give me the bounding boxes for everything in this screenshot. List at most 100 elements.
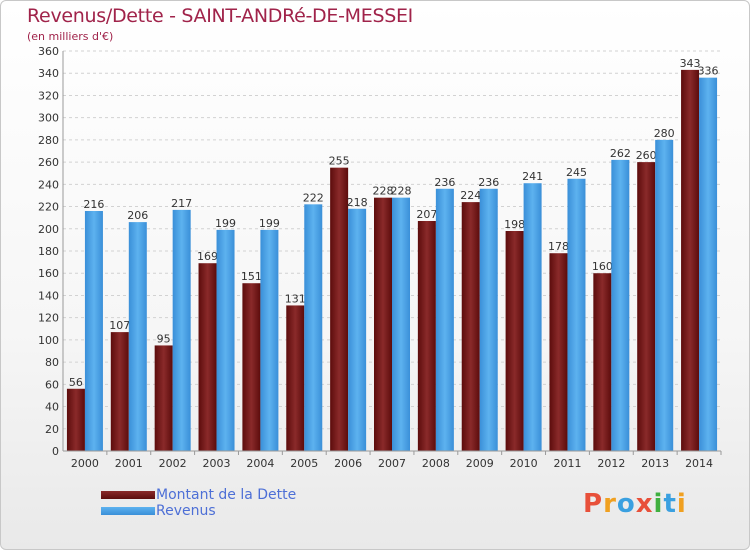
- data-label-revenus: 236: [478, 176, 499, 189]
- x-tick-label: 2008: [422, 457, 450, 470]
- y-axis: 0 20 40 60 80 100 120 140 160 180 200 220 240 260 280 3…: [38, 45, 64, 458]
- x-tick-label: 2003: [203, 457, 231, 470]
- bar-revenus: [567, 178, 586, 451]
- data-label-debt: 151: [241, 270, 262, 283]
- y-tick-label: 260: [38, 156, 59, 169]
- bar-debt: [242, 283, 261, 451]
- y-tick-label: 360: [38, 45, 59, 58]
- y-tick-label: 20: [45, 423, 59, 436]
- data-label-debt: 343: [680, 57, 701, 70]
- data-label-debt: 207: [416, 208, 437, 221]
- data-label-debt: 169: [197, 250, 218, 263]
- y-tick-label: 140: [38, 289, 59, 302]
- data-label-debt: 95: [157, 332, 171, 345]
- bar-revenus: [84, 211, 103, 451]
- bar-revenus: [435, 188, 454, 451]
- bar-debt: [154, 345, 173, 451]
- y-tick-label: 220: [38, 201, 59, 214]
- proxiti-logo: Proxiti: [583, 489, 687, 519]
- y-tick-label: 80: [45, 356, 59, 369]
- bar-debt: [593, 273, 612, 451]
- bar-revenus: [304, 204, 323, 451]
- logo-letter: P: [583, 489, 604, 519]
- bar-revenus: [611, 159, 630, 451]
- x-tick-label: 2013: [641, 457, 669, 470]
- data-label-revenus: 241: [522, 170, 543, 183]
- data-label-revenus: 245: [566, 166, 587, 179]
- x-tick-label: 2000: [71, 457, 99, 470]
- y-tick-label: 320: [38, 89, 59, 102]
- bar-revenus: [172, 209, 191, 451]
- logo-letter: r: [603, 489, 617, 519]
- bar-debt: [110, 332, 129, 451]
- data-label-debt: 178: [548, 240, 569, 253]
- bar-revenus: [260, 229, 279, 451]
- x-tick-label: 2011: [553, 457, 581, 470]
- x-tick-label: 2009: [466, 457, 494, 470]
- bar-debt: [198, 263, 217, 451]
- y-tick-label: 240: [38, 178, 59, 191]
- bar-debt: [637, 162, 656, 451]
- x-axis: 2000 2001 2002 2003 2004 2005 2006 2007 2008 2009…: [63, 450, 722, 470]
- bar-revenus: [128, 222, 147, 451]
- bar-debt: [286, 305, 305, 451]
- data-label-debt: 198: [504, 218, 525, 231]
- y-tick-label: 160: [38, 267, 59, 280]
- y-tick-label: 280: [38, 134, 59, 147]
- data-label-debt: 255: [329, 155, 350, 168]
- bar-debt: [417, 221, 436, 451]
- chart-subtitle: (en milliers d'€): [27, 30, 114, 43]
- y-tick-label: 40: [45, 401, 59, 414]
- data-label-debt: 131: [285, 292, 306, 305]
- legend-swatch-revenus: [101, 507, 155, 515]
- x-tick-label: 2007: [378, 457, 406, 470]
- data-label-revenus: 280: [654, 127, 675, 140]
- data-label-revenus: 262: [610, 147, 631, 160]
- x-tick-label: 2012: [597, 457, 625, 470]
- x-tick-label: 2005: [290, 457, 318, 470]
- y-tick-label: 340: [38, 67, 59, 80]
- data-label-debt: 56: [69, 376, 83, 389]
- y-tick-label: 120: [38, 312, 59, 325]
- bar-debt: [681, 69, 700, 451]
- x-tick-label: 2010: [510, 457, 538, 470]
- bar-revenus: [216, 229, 235, 451]
- logo-letter: i: [676, 489, 687, 519]
- y-tick-label: 100: [38, 334, 59, 347]
- data-label-debt: 224: [460, 189, 481, 202]
- y-tick-label: 300: [38, 112, 59, 125]
- data-label-revenus: 199: [259, 217, 280, 230]
- logo-letter: i: [653, 489, 664, 519]
- data-label-revenus: 217: [171, 197, 192, 210]
- bar-revenus: [479, 188, 498, 451]
- logo-letter: x: [635, 489, 654, 519]
- logo-letter: t: [663, 489, 677, 519]
- x-tick-label: 2001: [115, 457, 143, 470]
- bar-revenus: [392, 197, 410, 451]
- bar-revenus: [699, 77, 718, 452]
- bar-debt: [66, 388, 85, 451]
- bar-debt: [374, 197, 392, 451]
- legend-label-debt: Montant de la Dette: [156, 487, 297, 503]
- y-tick-label: 180: [38, 245, 59, 258]
- data-label-revenus: 218: [347, 196, 368, 209]
- bar-debt: [461, 202, 480, 451]
- bar-revenus: [523, 183, 542, 451]
- data-label-revenus: 199: [215, 217, 236, 230]
- data-label-revenus: 228: [391, 185, 412, 198]
- bar-revenus: [655, 139, 674, 451]
- y-tick-label: 200: [38, 223, 59, 236]
- data-label-debt: 260: [636, 149, 657, 162]
- data-label-revenus: 216: [83, 198, 104, 211]
- x-tick-label: 2006: [334, 457, 362, 470]
- bar-revenus: [348, 208, 367, 451]
- legend-label-revenus: Revenus: [156, 503, 216, 519]
- x-tick-label: 2002: [159, 457, 187, 470]
- data-label-debt: 160: [592, 260, 613, 273]
- bars: 56 216 107 206 95 217 169 199 151 199 131 222 255 218…: [66, 57, 719, 452]
- bar-debt: [549, 253, 568, 451]
- bar-debt: [330, 167, 349, 451]
- x-tick-label: 2004: [246, 457, 274, 470]
- data-label-revenus: 236: [434, 176, 455, 189]
